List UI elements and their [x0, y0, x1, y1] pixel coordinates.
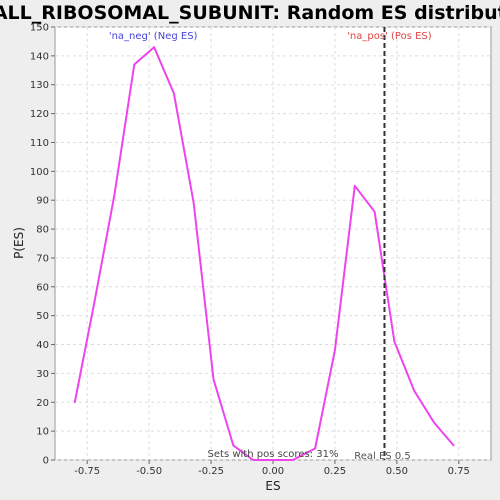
- series-point: [413, 389, 416, 392]
- neg-es-annotation: 'na_neg' (Neg ES): [109, 31, 198, 42]
- x-tick-label: 0.50: [386, 466, 408, 477]
- y-tick-label: 70: [36, 253, 49, 264]
- grid-lines: [55, 26, 491, 461]
- series-point: [453, 444, 455, 447]
- series-point: [133, 63, 136, 66]
- y-tick-label: 50: [36, 311, 49, 322]
- x-tick-label: -0.25: [198, 466, 224, 477]
- y-axis-label: P(ES): [12, 227, 26, 259]
- series-point: [192, 202, 195, 204]
- y-tick-label: 90: [36, 196, 49, 207]
- series-point: [292, 459, 294, 461]
- series-point: [272, 459, 274, 461]
- x-tick-label: 0.25: [324, 466, 346, 477]
- series-point: [232, 444, 235, 447]
- series-line: [73, 46, 455, 461]
- annotations: Real ES 0.5 'na_neg' (Neg ES) 'na_pos' (Po…: [109, 31, 432, 462]
- series-point: [93, 300, 96, 303]
- y-tick-label: 100: [30, 167, 49, 178]
- axis-ticks: 0 10 20 30 40 50 60 70 80 90 100 110 120 130 140 150 -0.…: [30, 23, 470, 478]
- pos-es-annotation: 'na_pos' (Pos ES): [347, 31, 432, 42]
- y-tick-label: 20: [36, 398, 49, 409]
- series-point: [153, 46, 155, 49]
- real-es-label: Real ES 0.5: [354, 451, 410, 462]
- y-tick-label: 30: [36, 369, 49, 380]
- series-point: [373, 210, 376, 213]
- y-tick-label: 0: [43, 456, 49, 467]
- pos-scores-annotation: Sets with pos scores: 31%: [208, 449, 339, 460]
- y-tick-label: 120: [30, 109, 49, 120]
- series-marks: [73, 27, 455, 461]
- series-point: [212, 378, 215, 380]
- series-point: [113, 193, 116, 196]
- series-point: [353, 184, 356, 187]
- x-tick-label: -0.50: [136, 466, 162, 477]
- y-tick-label: 130: [30, 80, 49, 91]
- series-point: [314, 447, 316, 450]
- y-tick-label: 60: [36, 282, 49, 293]
- y-tick-label: 80: [36, 225, 49, 236]
- series-point: [252, 459, 254, 461]
- y-tick-label: 150: [30, 23, 49, 34]
- series-point: [393, 340, 396, 343]
- y-tick-label: 10: [36, 427, 49, 438]
- series-point: [433, 421, 435, 424]
- series-point: [74, 401, 76, 404]
- x-tick-label: 0.75: [448, 466, 470, 477]
- chart-title: SMALL_RIBOSOMAL_SUBUNIT: Random ES distr…: [0, 2, 500, 24]
- series-point: [173, 92, 175, 95]
- y-tick-label: 140: [30, 51, 49, 62]
- x-tick-label: 0.00: [262, 466, 284, 477]
- x-tick-label: -0.75: [74, 466, 100, 477]
- series-point: [334, 349, 336, 352]
- y-tick-label: 40: [36, 340, 49, 351]
- x-axis-label: ES: [265, 479, 280, 493]
- y-tick-label: 110: [30, 138, 49, 149]
